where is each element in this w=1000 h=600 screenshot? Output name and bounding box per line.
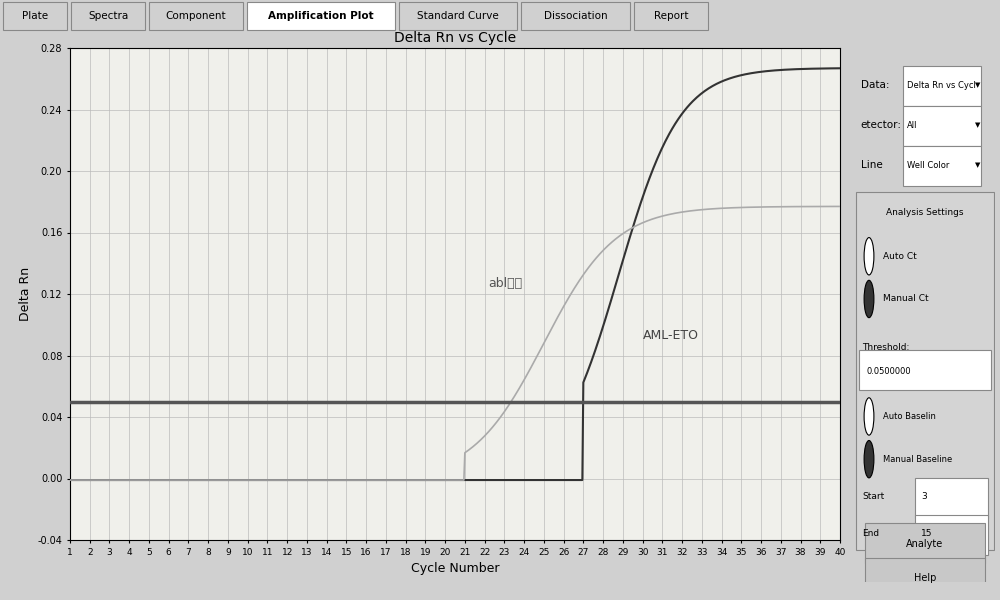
Text: Spectra: Spectra (88, 11, 128, 20)
Text: ▼: ▼ (975, 122, 980, 128)
FancyBboxPatch shape (149, 2, 243, 29)
Text: End: End (862, 529, 879, 538)
Text: ▼: ▼ (975, 82, 980, 88)
Text: Auto Baselin: Auto Baselin (883, 412, 936, 421)
Text: Threshold:: Threshold: (862, 343, 909, 352)
Circle shape (864, 398, 874, 435)
FancyBboxPatch shape (865, 523, 985, 563)
Circle shape (864, 238, 874, 275)
Text: Delta Rn vs Cycl: Delta Rn vs Cycl (907, 81, 976, 90)
FancyBboxPatch shape (71, 2, 145, 29)
FancyBboxPatch shape (3, 2, 67, 29)
Text: Line: Line (861, 160, 882, 170)
FancyBboxPatch shape (903, 146, 981, 186)
Text: Data:: Data: (861, 80, 889, 91)
Circle shape (864, 440, 874, 478)
Text: Manual Baseline: Manual Baseline (883, 455, 952, 464)
FancyBboxPatch shape (865, 558, 985, 598)
FancyBboxPatch shape (903, 65, 981, 106)
Text: AML-ETO: AML-ETO (643, 329, 699, 342)
Text: Start: Start (862, 492, 884, 501)
FancyBboxPatch shape (903, 106, 981, 146)
Text: ▼: ▼ (975, 163, 980, 169)
Text: All: All (907, 121, 917, 130)
X-axis label: Cycle Number: Cycle Number (411, 562, 499, 575)
FancyBboxPatch shape (521, 2, 630, 29)
Y-axis label: Delta Rn: Delta Rn (19, 267, 32, 321)
FancyBboxPatch shape (915, 478, 988, 518)
FancyBboxPatch shape (856, 192, 994, 550)
Text: Analysis Settings: Analysis Settings (886, 208, 964, 217)
FancyBboxPatch shape (634, 2, 708, 29)
Text: Well Color: Well Color (907, 161, 949, 170)
Text: Component: Component (166, 11, 226, 20)
Text: 0.0500000: 0.0500000 (866, 367, 911, 376)
FancyBboxPatch shape (915, 515, 988, 556)
Circle shape (864, 280, 874, 317)
Text: 15: 15 (921, 529, 932, 538)
Text: Dissociation: Dissociation (544, 11, 607, 20)
Text: abl内参: abl内参 (489, 277, 523, 290)
FancyBboxPatch shape (399, 2, 517, 29)
FancyBboxPatch shape (859, 350, 991, 390)
Text: etector:: etector: (861, 121, 902, 130)
Text: Analyte: Analyte (906, 539, 944, 548)
Text: 3: 3 (921, 492, 927, 501)
Text: Amplification Plot: Amplification Plot (268, 11, 374, 20)
Text: Standard Curve: Standard Curve (417, 11, 499, 20)
Title: Delta Rn vs Cycle: Delta Rn vs Cycle (394, 31, 516, 46)
FancyBboxPatch shape (247, 2, 395, 29)
Text: Report: Report (654, 11, 688, 20)
Text: Auto Ct: Auto Ct (883, 252, 917, 261)
Text: Help: Help (914, 573, 936, 583)
Text: Plate: Plate (22, 11, 48, 20)
Text: Manual Ct: Manual Ct (883, 295, 929, 304)
